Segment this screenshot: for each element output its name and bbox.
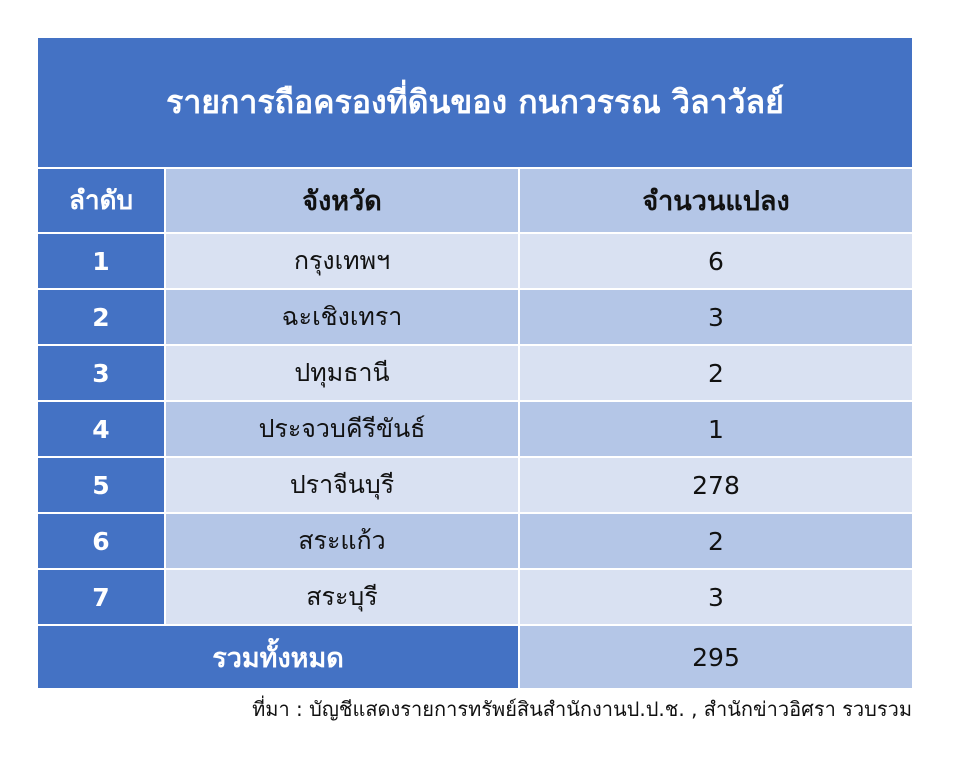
row-plots: 1 xyxy=(520,402,912,456)
row-no: 7 xyxy=(38,570,166,624)
table-title: รายการถือครองที่ดินของ กนกวรรณ วิลาวัลย์ xyxy=(38,38,912,169)
row-no: 4 xyxy=(38,402,166,456)
table-row: 5 ปราจีนบุรี 278 xyxy=(38,458,912,514)
header-no: ลำดับ xyxy=(38,169,166,232)
row-province: ประจวบคีรีขันธ์ xyxy=(166,402,520,456)
total-row: รวมทั้งหมด 295 xyxy=(38,626,912,688)
row-plots: 2 xyxy=(520,514,912,568)
row-plots: 3 xyxy=(520,570,912,624)
land-holdings-table: รายการถือครองที่ดินของ กนกวรรณ วิลาวัลย์… xyxy=(38,38,912,688)
row-no: 6 xyxy=(38,514,166,568)
row-province: สระบุรี xyxy=(166,570,520,624)
row-plots: 2 xyxy=(520,346,912,400)
row-no: 3 xyxy=(38,346,166,400)
row-province: ปราจีนบุรี xyxy=(166,458,520,512)
table-row: 3 ปทุมธานี 2 xyxy=(38,346,912,402)
row-plots: 3 xyxy=(520,290,912,344)
table-row: 2 ฉะเชิงเทรา 3 xyxy=(38,290,912,346)
header-plots: จำนวนแปลง xyxy=(520,169,912,232)
row-province: ปทุมธานี xyxy=(166,346,520,400)
table-row: 4 ประจวบคีรีขันธ์ 1 xyxy=(38,402,912,458)
row-no: 5 xyxy=(38,458,166,512)
row-plots: 278 xyxy=(520,458,912,512)
total-label: รวมทั้งหมด xyxy=(38,626,520,688)
table-row: 7 สระบุรี 3 xyxy=(38,570,912,626)
row-no: 1 xyxy=(38,234,166,288)
row-plots: 6 xyxy=(520,234,912,288)
table-row: 1 กรุงเทพฯ 6 xyxy=(38,234,912,290)
source-note: ที่มา : บัญชีแสดงรายการทรัพย์สินสำนักงาน… xyxy=(252,697,912,721)
row-province: กรุงเทพฯ xyxy=(166,234,520,288)
row-province: ฉะเชิงเทรา xyxy=(166,290,520,344)
row-no: 2 xyxy=(38,290,166,344)
header-row: ลำดับ จังหวัด จำนวนแปลง xyxy=(38,169,912,234)
header-province: จังหวัด xyxy=(166,169,520,232)
row-province: สระแก้ว xyxy=(166,514,520,568)
total-value: 295 xyxy=(520,626,912,688)
table-row: 6 สระแก้ว 2 xyxy=(38,514,912,570)
